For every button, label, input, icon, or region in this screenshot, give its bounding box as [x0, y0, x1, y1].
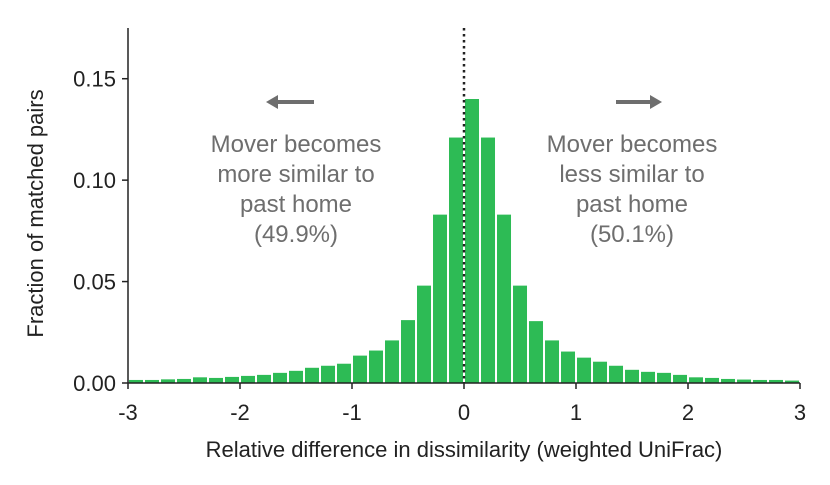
x-tick-label: 2 — [682, 400, 694, 425]
histogram-bar — [689, 377, 704, 383]
y-ticks-group: 0.00 0.05 0.10 0.15 — [73, 67, 128, 396]
histogram-bar — [481, 137, 496, 383]
histogram-bar — [513, 285, 528, 383]
histogram-bar — [401, 320, 416, 383]
histogram-bar — [289, 370, 304, 383]
histogram-bar — [577, 357, 592, 383]
histogram-bar — [193, 377, 208, 383]
histogram-bar — [753, 379, 768, 383]
histogram-bar — [353, 355, 368, 383]
arrow-right-icon — [616, 95, 662, 109]
histogram-bar — [369, 350, 384, 383]
x-tick-label: -1 — [342, 400, 362, 425]
histogram-bar — [673, 374, 688, 383]
histogram-bar — [625, 369, 640, 383]
annotation-right-line-1: Mover becomes — [547, 131, 718, 158]
histogram-bar — [273, 372, 288, 383]
y-axis-title: Fraction of matched pairs — [23, 89, 48, 337]
histogram-bar — [529, 321, 544, 383]
annotation-right: Mover becomes less similar to past home … — [547, 95, 718, 248]
histogram-bar — [305, 367, 320, 383]
x-tick-label: 3 — [794, 400, 806, 425]
annotation-left-line-4: (49.9%) — [254, 221, 338, 248]
annotation-right-line-3: past home — [576, 191, 688, 218]
histogram-bar — [257, 374, 272, 383]
y-tick-label: 0.05 — [73, 270, 116, 295]
histogram-bar — [225, 376, 240, 383]
histogram-bar — [641, 371, 656, 383]
histogram-bar — [385, 340, 400, 383]
annotation-right-line-2: less similar to — [559, 161, 704, 188]
bars-group — [129, 99, 799, 383]
annotation-right-line-4: (50.1%) — [590, 221, 674, 248]
x-tick-label: -2 — [230, 400, 250, 425]
histogram-bar — [609, 365, 624, 383]
y-tick-label: 0.15 — [73, 67, 116, 92]
histogram-bar — [785, 380, 799, 383]
histogram-bar — [209, 377, 224, 383]
histogram-bar — [497, 214, 512, 383]
histogram-bar — [129, 379, 144, 383]
x-tick-label: 1 — [570, 400, 582, 425]
histogram-bar — [433, 214, 448, 383]
histogram-bar — [161, 379, 176, 383]
histogram-bar — [177, 378, 192, 383]
histogram-bar — [737, 379, 752, 383]
x-ticks-group: -3 -2 -1 0 1 2 3 — [118, 383, 806, 425]
histogram-bar — [721, 378, 736, 383]
histogram-bar — [321, 365, 336, 383]
y-tick-label: 0.10 — [73, 168, 116, 193]
annotation-left-line-1: Mover becomes — [211, 131, 382, 158]
histogram-bar — [145, 379, 160, 383]
x-axis-title: Relative difference in dissimilarity (we… — [206, 437, 723, 462]
histogram-bar — [337, 363, 352, 383]
histogram-bar — [561, 351, 576, 383]
annotation-left-line-2: more similar to — [217, 161, 374, 188]
histogram-bar — [593, 361, 608, 383]
histogram-bar — [705, 377, 720, 383]
histogram-bar — [241, 375, 256, 383]
y-tick-label: 0.00 — [73, 371, 116, 396]
histogram-bar — [449, 137, 464, 383]
histogram-bar — [657, 372, 672, 383]
annotation-left: Mover becomes more similar to past home … — [211, 95, 382, 248]
arrow-left-icon — [266, 95, 314, 109]
histogram-bar — [769, 379, 784, 383]
x-tick-label: 0 — [458, 400, 470, 425]
histogram-bar — [465, 99, 480, 383]
annotation-left-line-3: past home — [240, 191, 352, 218]
histogram-bar — [545, 340, 560, 383]
histogram-bar — [417, 285, 432, 383]
x-tick-label: -3 — [118, 400, 138, 425]
